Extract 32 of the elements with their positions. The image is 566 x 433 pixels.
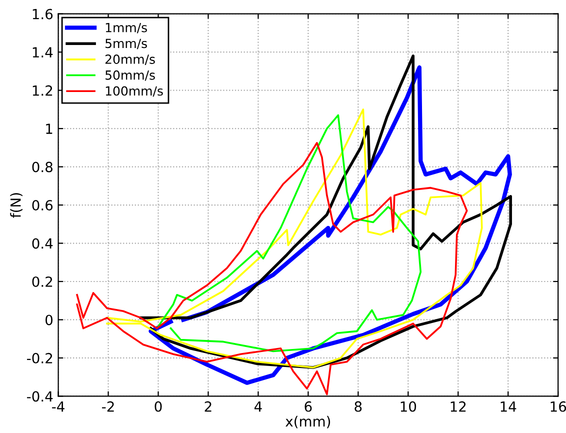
y-tick-label: -0.4 <box>27 391 53 402</box>
y-tick-label: 1.4 <box>32 47 53 58</box>
y-tick-label: 1 <box>46 124 52 134</box>
y-tick-label: 1.2 <box>32 85 52 96</box>
line-series <box>106 108 483 368</box>
legend-label: 5mm/s <box>106 38 147 50</box>
x-tick-label: 8 <box>354 401 362 412</box>
x-tick-label: 12 <box>450 401 466 412</box>
x-tick-label: 0 <box>154 401 162 412</box>
x-tick-label: -2 <box>102 401 114 412</box>
y-tick-label: 0.4 <box>32 238 53 249</box>
line-series <box>76 142 468 396</box>
legend-label: 1mm/s <box>106 22 147 34</box>
y-tick-label: 1.6 <box>32 8 53 20</box>
x-tick-label: 2 <box>204 401 212 412</box>
y-tick-label: 0.2 <box>32 276 52 287</box>
legend-label: 100mm/s <box>106 86 163 97</box>
y-tick-label: -0.2 <box>27 352 52 364</box>
x-tick-label: -4 <box>52 401 64 412</box>
x-tick-label: 10 <box>400 401 416 412</box>
line-series <box>156 114 422 352</box>
y-tick-label: 0.8 <box>32 162 52 172</box>
x-tick-label: 4 <box>254 401 262 412</box>
x-tick-label: 14 <box>500 401 516 412</box>
x-tick-label: 6 <box>304 401 312 412</box>
legend-label: 50mm/s <box>106 70 155 81</box>
x-tick-label: 16 <box>550 401 566 412</box>
y-tick-label: 0.6 <box>32 200 53 210</box>
legend-label: 20mm/s <box>105 54 155 65</box>
y-tick-label: 0 <box>46 314 53 326</box>
x-axis-title: x(mm) <box>286 416 330 428</box>
y-axis-title: f(N) <box>10 193 23 218</box>
